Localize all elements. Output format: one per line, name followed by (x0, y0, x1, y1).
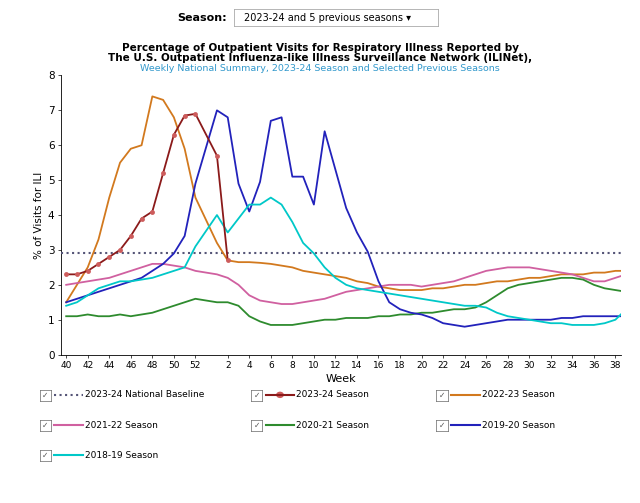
Text: 2021-22 Season: 2021-22 Season (85, 421, 158, 430)
Text: 2023-24 National Baseline: 2023-24 National Baseline (85, 390, 205, 399)
Text: ✓: ✓ (253, 391, 260, 400)
Text: 2023-24 Season: 2023-24 Season (296, 390, 369, 399)
Text: The U.S. Outpatient Influenza-like Illness Surveillance Network (ILINet),: The U.S. Outpatient Influenza-like Illne… (108, 53, 532, 63)
Text: 2018-19 Season: 2018-19 Season (85, 451, 158, 460)
Text: Season:: Season: (177, 13, 227, 23)
Text: ✓: ✓ (439, 391, 445, 400)
Text: 2022-23 Season: 2022-23 Season (482, 390, 555, 399)
Text: ✓: ✓ (439, 421, 445, 430)
Text: ✓: ✓ (42, 421, 49, 430)
Text: 2019-20 Season: 2019-20 Season (482, 421, 555, 430)
Text: Percentage of Outpatient Visits for Respiratory Illness Reported by: Percentage of Outpatient Visits for Resp… (122, 43, 518, 53)
Text: ✓: ✓ (253, 421, 260, 430)
Text: 2023-24 and 5 previous seasons ▾: 2023-24 and 5 previous seasons ▾ (244, 13, 411, 23)
Text: 2020-21 Season: 2020-21 Season (296, 421, 369, 430)
Text: Weekly National Summary, 2023-24 Season and Selected Previous Seasons: Weekly National Summary, 2023-24 Season … (140, 64, 500, 73)
Y-axis label: % of Visits for ILI: % of Visits for ILI (34, 172, 44, 259)
Text: ✓: ✓ (42, 451, 49, 460)
X-axis label: Week: Week (326, 374, 356, 384)
Text: ✓: ✓ (42, 391, 49, 400)
